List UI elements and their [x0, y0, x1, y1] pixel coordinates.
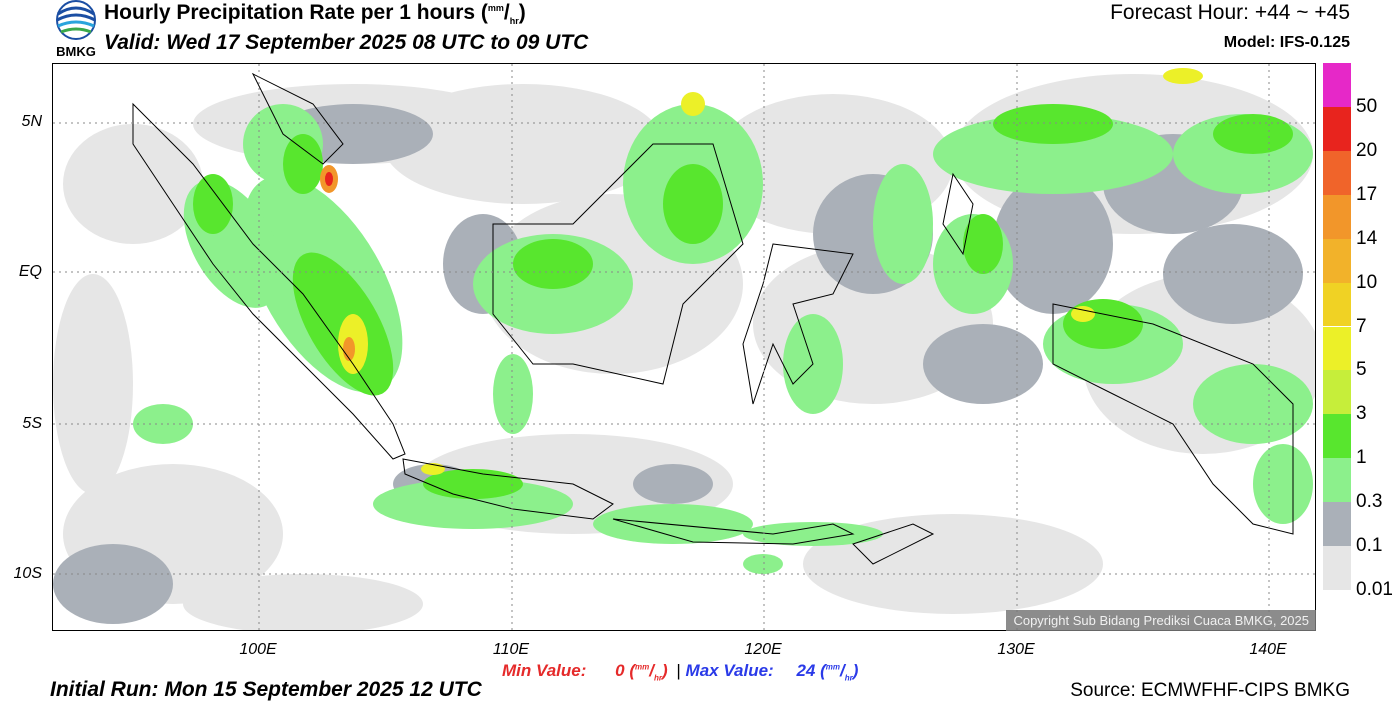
lat-label-10s: 10S [13, 565, 42, 582]
lon-label-130e: 130E [997, 641, 1035, 658]
valid-time: Valid: Wed 17 September 2025 08 UTC to 0… [104, 31, 589, 54]
papua-outline [1052, 303, 1294, 535]
data-source: Source: ECMWFHF-CIPS BMKG [1070, 680, 1350, 701]
legend-swatch [1323, 458, 1351, 503]
legend-label: 17 [1356, 183, 1378, 205]
legend-label: 0.01 [1356, 579, 1393, 600]
legend-swatch [1323, 326, 1351, 371]
legend-label: 0.1 [1356, 535, 1383, 557]
java-outline [402, 458, 614, 520]
legend-label: 1 [1356, 447, 1367, 469]
lon-label-110e: 110E [492, 641, 530, 658]
rain-yellow-layer [338, 68, 1203, 475]
lon-label-120e: 120E [744, 641, 782, 658]
halmahera-outline [942, 172, 974, 256]
coastlines [132, 72, 1294, 565]
max-value: 24 [796, 661, 816, 680]
malay-peninsula-outline [251, 72, 344, 165]
legend-label: 10 [1356, 271, 1378, 293]
initial-run: Initial Run: Mon 15 September 2025 12 UT… [50, 678, 482, 701]
legend-label: 20 [1356, 139, 1378, 161]
legend-swatch [1323, 238, 1351, 283]
logo-label: BMKG [56, 44, 96, 59]
legend-label: 7 [1356, 315, 1367, 337]
legend-swatch [1323, 150, 1351, 195]
timor-outline [852, 523, 935, 565]
legend-label: 3 [1356, 403, 1367, 425]
model-name: Model: IFS-0.125 [1223, 34, 1350, 51]
lat-label-eq: EQ [18, 263, 42, 280]
min-max-values: Min Value: 0 (mm/hr) | Max Value: 24 (mm… [502, 661, 859, 683]
lon-label-100e: 100E [239, 641, 277, 658]
color-legend [1323, 63, 1351, 590]
borneo-outline [492, 143, 744, 385]
min-value: 0 [615, 661, 625, 680]
lon-label-140e: 140E [1249, 641, 1287, 658]
legend-swatch [1323, 546, 1351, 590]
bmkg-logo: BMKG [52, 0, 100, 62]
max-label: Max Value: [685, 661, 774, 680]
lat-label-5s: 5S [22, 415, 42, 432]
lat-label-5n: 5N [21, 113, 42, 130]
precipitation-map [52, 63, 1316, 631]
legend-swatch [1323, 502, 1351, 547]
sumatra-outline [132, 102, 406, 460]
rain-green-layer [193, 104, 1293, 499]
legend-swatch [1323, 370, 1351, 415]
legend-swatch [1323, 414, 1351, 459]
legend-label: 14 [1356, 227, 1378, 249]
nusa-tenggara-outline [612, 518, 855, 545]
legend-label: 50 [1356, 95, 1378, 117]
min-label: Min Value: [502, 661, 587, 680]
chart-title: Hourly Precipitation Rate per 1 hours (m… [104, 1, 526, 27]
legend-swatch [1323, 106, 1351, 151]
legend-swatch [1323, 194, 1351, 239]
graticule [53, 64, 1315, 630]
rain-red-layer [325, 172, 333, 186]
legend-swatch [1323, 282, 1351, 327]
forecast-hour: Forecast Hour: +44 ~ +45 [1110, 1, 1350, 24]
legend-label: 5 [1356, 359, 1367, 381]
copyright-notice: Copyright Sub Bidang Prediksi Cuaca BMKG… [1006, 610, 1316, 631]
legend-swatch [1323, 63, 1351, 107]
sulawesi-outline [742, 243, 854, 405]
legend-label: 0.3 [1356, 491, 1383, 513]
map-canvas [53, 64, 1315, 630]
